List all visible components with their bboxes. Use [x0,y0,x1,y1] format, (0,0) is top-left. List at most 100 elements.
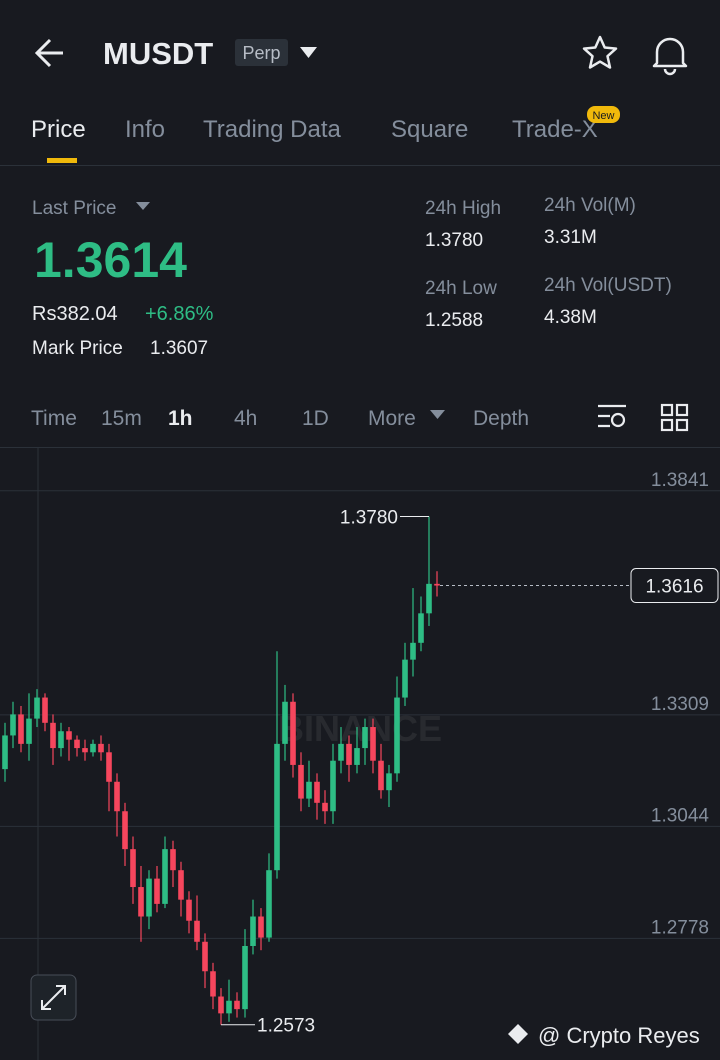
candle-body [26,718,32,744]
stat-value: 4.38M [544,307,597,328]
candle-body [2,735,8,770]
last-price: 1.3614 [34,232,187,288]
interval[interactable]: More [368,407,416,430]
chart: BINANCE 1.3841 1.3309 1.3044 1.2778 1.3616 1.3… [0,470,720,1037]
candle-body [338,743,344,761]
candle-body [410,642,416,660]
badge-bg [235,39,288,66]
dropdown-icon[interactable] [136,202,150,210]
candle-body [162,849,168,904]
candle-body [434,583,440,586]
interval[interactable]: 1h [168,407,193,430]
candle-body [146,878,152,917]
candle-body [58,731,64,749]
tab[interactable]: Info [125,116,165,143]
interval[interactable]: Depth [473,407,529,430]
candle-body [226,1000,232,1014]
local-price: Rs382.04 [32,303,118,325]
candle-body [386,773,392,791]
candle-body [306,781,312,799]
dropdown-icon[interactable] [430,410,445,419]
candle-body [114,781,120,812]
perp-badge: Perp [242,43,280,63]
current-price-box [630,568,719,604]
candle-body [354,748,360,765]
expand-icon [41,985,66,1010]
candle-body [74,739,80,749]
candle-body [250,916,256,946]
stat-label: 24h High [425,198,501,219]
mark-price: 1.3607 [150,338,208,359]
change: +6.86% [145,303,214,325]
candle-body [218,996,224,1014]
current-price-label: 1.3616 [645,577,703,598]
candle-body [66,731,72,740]
candle-body [370,727,376,761]
candle-body [234,1000,240,1010]
settings-icon[interactable] [598,404,626,428]
candle-body [282,701,288,744]
y-tick-label: 1.3841 [651,470,709,491]
new-badge: New [592,110,614,122]
star-icon[interactable] [582,35,618,69]
candle-body [266,870,272,938]
candle-body [186,899,192,921]
interval[interactable]: Time [31,407,77,430]
interval[interactable]: 4h [234,407,257,430]
candle-body [154,878,160,904]
credit: @ Crypto Reyes [538,1023,700,1048]
candle-body [122,811,128,850]
candle-body [258,916,264,938]
candle-body [42,697,48,723]
candle-body [130,849,136,888]
tab[interactable]: Trade-X [512,116,598,143]
candle-body [50,722,56,749]
stat-label: 24h Vol(USDT) [544,275,672,296]
divider [0,165,720,166]
candle-body [10,714,16,736]
candle-body [298,764,304,799]
tab-underline [47,158,77,163]
bell-icon[interactable] [652,37,688,76]
tab[interactable]: Trading Data [203,116,342,143]
candle-body [90,743,96,753]
mark-price-label: Mark Price [32,338,123,359]
dropdown-icon[interactable] [300,47,317,58]
candle-body [290,701,296,765]
candle-body [242,945,248,1010]
candle-body [378,760,384,791]
candle-body [322,802,328,812]
stat-value: 3.31M [544,227,597,248]
interval[interactable]: 15m [101,407,142,430]
tab[interactable]: Price [31,116,86,143]
candle-body [418,613,424,643]
stat-value: 1.3780 [425,230,483,251]
interval[interactable]: 1D [302,407,329,430]
candle-body [82,748,88,753]
low-marker-label: 1.2573 [257,1016,315,1037]
y-tick-label: 1.3044 [651,805,710,826]
symbol: MUSDT [103,36,213,71]
candle-body [170,849,176,871]
candle-body [138,887,144,917]
tab[interactable]: Square [391,116,468,143]
candle-body [402,659,408,698]
high-marker-label: 1.3780 [340,507,398,528]
layout-icon[interactable] [660,403,689,432]
stat-label: 24h Low [425,278,497,299]
candle-body [18,714,24,744]
logo-icon [508,1024,528,1044]
back-icon[interactable] [34,38,63,68]
new-badge-bg [587,106,620,123]
candle-body [394,697,400,774]
candle-body [314,781,320,803]
candle-body [346,743,352,765]
candle-body [178,870,184,900]
candle-body [330,760,336,812]
candle-body [274,743,280,871]
candle-body [194,920,200,942]
y-tick-label: 1.3309 [651,694,709,715]
divider [0,447,720,448]
